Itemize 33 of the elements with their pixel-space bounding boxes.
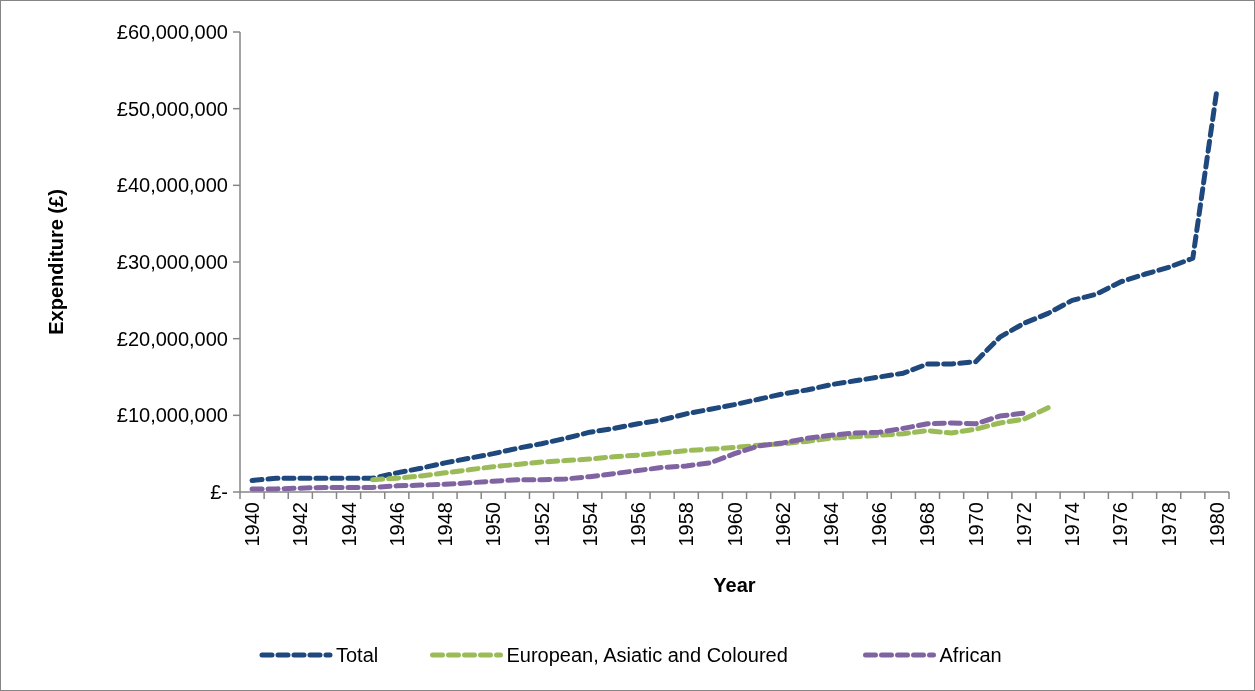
x-tick-label: 1974	[1061, 502, 1084, 547]
x-axis-title: Year	[713, 574, 756, 596]
x-tick-label: 1952	[530, 502, 553, 547]
x-tick-label: 1956	[627, 502, 650, 547]
x-tick-label: 1942	[289, 502, 312, 547]
y-tick-label: £30,000,000	[116, 251, 228, 273]
x-tick-label: 1976	[1109, 502, 1132, 547]
x-tick-label: 1946	[385, 502, 408, 547]
x-tick-label: 1972	[1012, 502, 1035, 547]
y-tick-label: £10,000,000	[116, 404, 228, 427]
x-tick-label: 1950	[482, 502, 505, 547]
x-tick-label: 1968	[916, 502, 939, 547]
y-tick-label: £60,000,000	[116, 21, 228, 43]
legend-label: Total	[336, 644, 379, 666]
x-tick-label: 1940	[241, 502, 264, 547]
x-tick-label: 1970	[964, 502, 987, 547]
y-axis-title: Expenditure (£)	[45, 189, 67, 335]
y-tick-label: £50,000,000	[116, 97, 228, 120]
y-tick-label: £40,000,000	[116, 174, 228, 197]
x-tick-label: 1978	[1157, 502, 1180, 547]
y-tick-label: £20,000,000	[116, 327, 228, 350]
x-tick-label: 1966	[868, 502, 891, 547]
legend-label: African	[939, 644, 1002, 666]
x-tick-label: 1958	[675, 502, 698, 547]
x-tick-label: 1962	[771, 502, 794, 547]
x-tick-label: 1964	[819, 502, 842, 547]
y-tick-label: £-	[210, 481, 228, 503]
x-tick-label: 1980	[1205, 502, 1228, 547]
x-tick-label: 1954	[578, 502, 601, 547]
x-tick-label: 1948	[434, 502, 457, 547]
x-tick-label: 1960	[723, 502, 746, 547]
legend-label: European, Asiatic and Coloured	[506, 644, 788, 666]
x-tick-label: 1944	[337, 502, 360, 547]
